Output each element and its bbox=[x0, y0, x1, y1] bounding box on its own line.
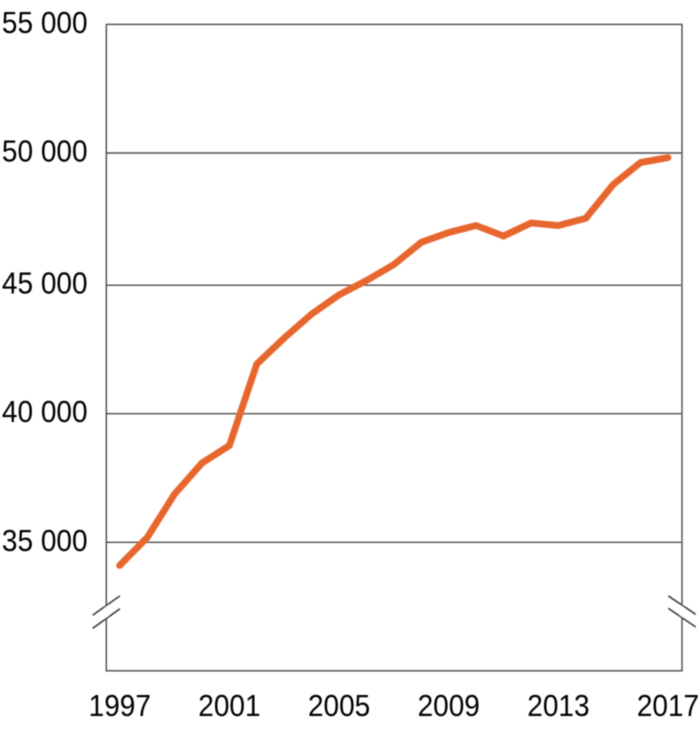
svg-text:45 000: 45 000 bbox=[2, 268, 88, 301]
svg-text:2005: 2005 bbox=[308, 690, 370, 723]
svg-text:2001: 2001 bbox=[198, 690, 260, 723]
svg-text:40 000: 40 000 bbox=[2, 396, 88, 429]
svg-text:2017: 2017 bbox=[637, 690, 699, 723]
svg-text:1997: 1997 bbox=[89, 690, 151, 723]
svg-text:55 000: 55 000 bbox=[2, 7, 88, 40]
svg-text:2013: 2013 bbox=[527, 690, 589, 723]
svg-text:2009: 2009 bbox=[418, 690, 480, 723]
svg-text:35 000: 35 000 bbox=[2, 525, 88, 558]
svg-text:50 000: 50 000 bbox=[2, 136, 88, 169]
